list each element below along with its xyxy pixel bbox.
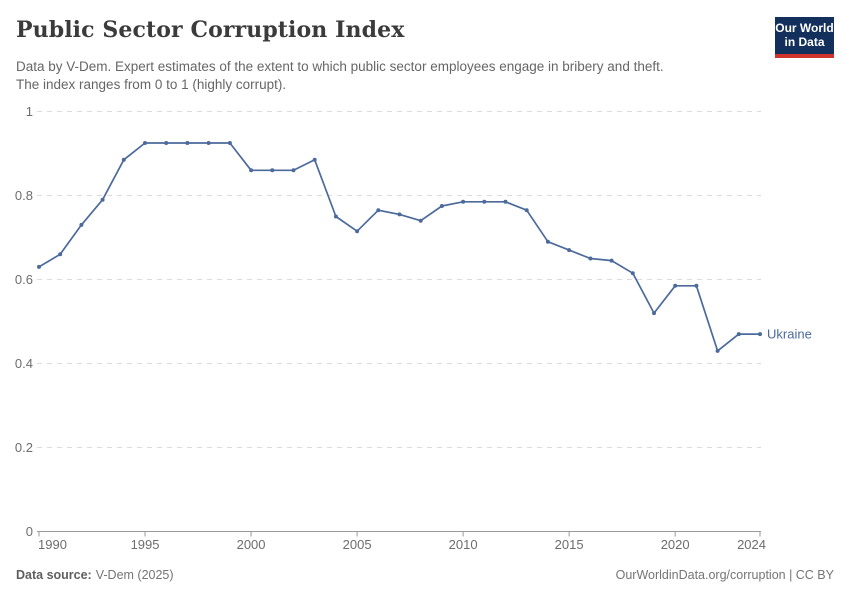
data-point[interactable] xyxy=(100,197,105,202)
data-point[interactable] xyxy=(249,168,254,173)
owid-logo[interactable]: Our World in Data xyxy=(775,17,834,58)
data-point[interactable] xyxy=(333,214,338,219)
data-point[interactable] xyxy=(79,222,84,227)
data-point[interactable] xyxy=(758,332,762,337)
data-point[interactable] xyxy=(673,283,678,288)
data-point[interactable] xyxy=(609,258,614,263)
data-point[interactable] xyxy=(164,141,169,145)
data-point[interactable] xyxy=(291,168,296,173)
y-axis-tick-label: 0.6 xyxy=(15,272,33,287)
y-axis-tick-label: 0.4 xyxy=(15,356,33,371)
chart-footer: Data source: V-Dem (2025) OurWorldinData… xyxy=(16,567,834,583)
data-point[interactable] xyxy=(652,311,656,316)
owid-logo-line2: in Data xyxy=(784,34,825,49)
chart-subtitle: Data by V-Dem. Expert estimates of the e… xyxy=(16,58,761,93)
y-axis-tick-label: 0.2 xyxy=(15,440,33,455)
owid-cc-link[interactable]: OurWorldinData.org/corruption | CC BY xyxy=(615,568,834,582)
x-axis-tick-label: 2024 xyxy=(737,537,766,552)
data-point[interactable] xyxy=(37,264,41,269)
series-label-ukraine[interactable]: Ukraine xyxy=(767,327,812,342)
data-point[interactable] xyxy=(567,248,572,253)
data-point[interactable] xyxy=(524,208,529,213)
data-point[interactable] xyxy=(185,141,190,145)
x-axis-tick-label: 2020 xyxy=(661,537,690,552)
x-axis-tick-label: 2015 xyxy=(555,537,584,552)
data-source-value: V-Dem (2025) xyxy=(95,568,174,582)
page-title: Public Sector Corruption Index xyxy=(16,17,405,43)
data-point[interactable] xyxy=(630,271,635,276)
subtitle-line-1: Data by V-Dem. Expert estimates of the e… xyxy=(16,59,664,74)
data-point[interactable] xyxy=(206,141,211,145)
data-point[interactable] xyxy=(121,157,126,162)
data-point[interactable] xyxy=(397,212,402,217)
data-source-label: Data source: xyxy=(16,568,92,582)
data-point[interactable] xyxy=(715,348,720,353)
data-point[interactable] xyxy=(439,204,444,208)
y-axis-tick-label: 0.8 xyxy=(15,188,33,203)
data-point[interactable] xyxy=(503,199,508,204)
subtitle-line-2: The index ranges from 0 to 1 (highly cor… xyxy=(16,76,287,92)
x-axis-tick-label: 2005 xyxy=(343,537,372,552)
x-axis-tick-label: 2010 xyxy=(449,537,478,552)
data-point[interactable] xyxy=(143,141,147,145)
data-point[interactable] xyxy=(418,218,423,223)
data-point[interactable] xyxy=(58,252,63,257)
data-point[interactable] xyxy=(355,229,360,234)
data-point[interactable] xyxy=(270,168,275,173)
data-source: Data source: V-Dem (2025) xyxy=(16,567,174,583)
data-point[interactable] xyxy=(694,283,699,288)
data-point[interactable] xyxy=(312,157,317,162)
data-point[interactable] xyxy=(545,239,550,244)
data-point[interactable] xyxy=(736,332,741,337)
y-axis-tick-label: 0 xyxy=(26,524,33,539)
data-point[interactable] xyxy=(227,141,232,145)
x-axis-tick-label: 1995 xyxy=(131,537,160,552)
data-point[interactable] xyxy=(376,208,381,213)
data-point[interactable] xyxy=(588,256,593,261)
x-axis-tick-label: 2000 xyxy=(237,537,266,552)
x-axis-tick-label: 1990 xyxy=(38,537,67,552)
data-point[interactable] xyxy=(461,199,466,204)
series-line-ukraine[interactable] xyxy=(38,142,761,352)
y-axis-tick-label: 1 xyxy=(26,104,33,119)
owid-logo-line1: Our World xyxy=(775,21,834,35)
data-point[interactable] xyxy=(482,199,487,204)
